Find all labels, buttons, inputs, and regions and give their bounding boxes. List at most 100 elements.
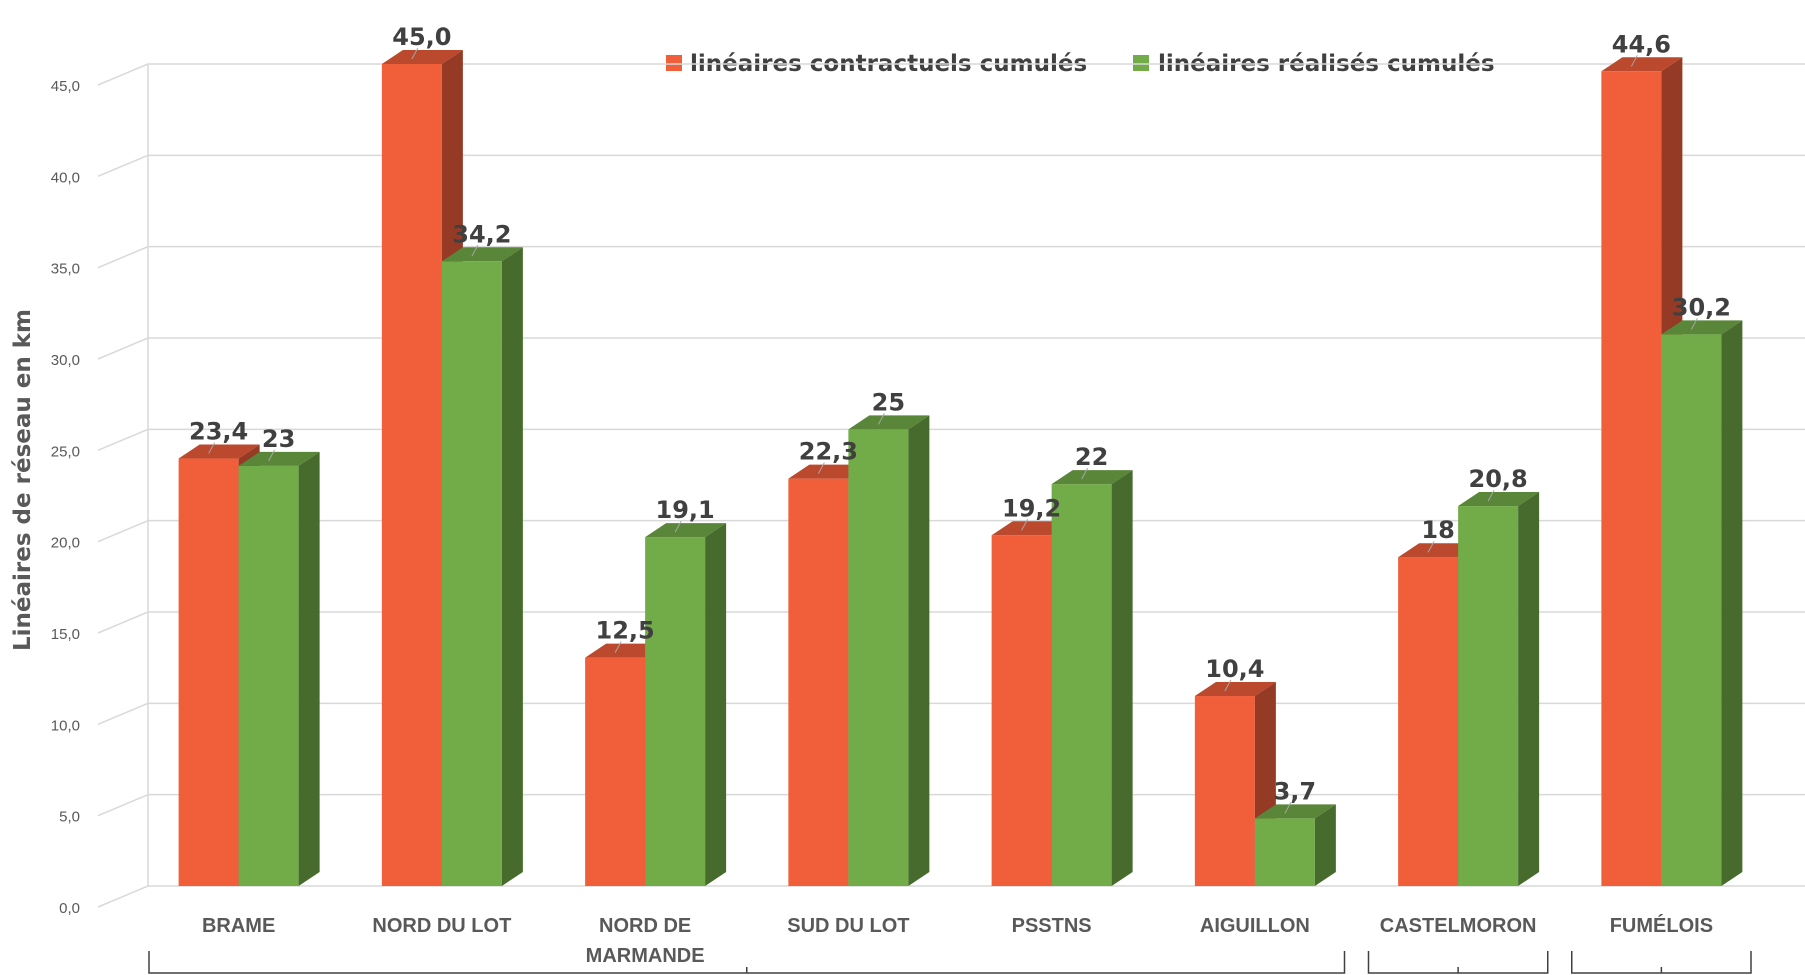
bar-side <box>501 247 523 886</box>
y-tick-label: 45,0 <box>51 78 80 95</box>
gridline-diagonal <box>97 154 149 178</box>
gridline-diagonal <box>97 245 149 269</box>
gridline-diagonal <box>97 885 149 908</box>
data-label-leader <box>1021 519 1029 531</box>
data-label: 22,3 <box>799 438 858 466</box>
bar-front <box>1661 334 1722 886</box>
bar-front <box>1051 484 1112 886</box>
bar <box>441 247 523 886</box>
bar-front <box>645 537 706 886</box>
data-label: 19,2 <box>1002 494 1061 522</box>
data-label-leader <box>1630 55 1638 67</box>
x-category-label: SUD DU LOT <box>787 915 909 937</box>
data-label-leader <box>1224 679 1232 692</box>
gridline-diagonal <box>97 337 149 360</box>
bar-top <box>1661 320 1743 335</box>
data-label: 30,2 <box>1672 293 1731 321</box>
x-category-label: NORD DU LOT <box>372 915 511 937</box>
data-label: 34,2 <box>452 220 511 248</box>
bar-front <box>178 458 239 886</box>
y-tick-label: 35,0 <box>51 261 80 278</box>
x-category-label: PSSTNS <box>1012 915 1092 937</box>
data-label: 45,0 <box>392 23 451 51</box>
bar-top <box>1051 470 1133 485</box>
legend-swatch-contractuels <box>666 55 682 71</box>
y-tick-label: 10,0 <box>51 717 80 734</box>
x-category-label: BRAME <box>202 915 275 937</box>
y-tick-label: 25,0 <box>51 443 80 460</box>
x-category-label: AIGUILLON <box>1200 915 1310 937</box>
bar-front <box>1194 696 1255 886</box>
bar <box>645 523 727 886</box>
data-label: 23,4 <box>189 418 248 446</box>
bar <box>238 451 320 886</box>
bar-front <box>991 535 1052 886</box>
x-category-label: MARMANDE <box>586 945 705 967</box>
bar-front <box>788 478 849 886</box>
y-tick-label: 20,0 <box>51 535 80 552</box>
bar-side <box>705 523 727 886</box>
bar <box>848 415 930 886</box>
bar-side <box>1314 804 1336 886</box>
data-label-leader <box>1081 467 1089 480</box>
gridline-diagonal <box>97 63 149 86</box>
bar-front <box>441 261 502 886</box>
bar <box>1051 470 1133 886</box>
data-label-leader <box>1487 489 1495 502</box>
bar <box>1254 804 1336 886</box>
bar-front <box>1601 71 1662 887</box>
data-label-leader <box>208 442 216 454</box>
data-label: 23 <box>262 425 295 453</box>
data-label-leader <box>471 245 479 257</box>
data-label: 22 <box>1075 443 1108 471</box>
data-label-leader <box>268 449 276 462</box>
bar-side <box>298 451 320 886</box>
data-label-leader <box>614 641 622 653</box>
data-label: 25 <box>872 388 905 416</box>
bar-front <box>381 64 442 886</box>
bar <box>1458 492 1540 886</box>
data-label: 20,8 <box>1469 465 1528 493</box>
y-tick-label: 30,0 <box>51 352 80 369</box>
gridline-diagonal <box>97 428 149 452</box>
data-label-leader <box>1284 802 1292 814</box>
bar-top <box>238 451 320 466</box>
y-tick-label: 5,0 <box>59 809 80 826</box>
bar-top <box>441 247 523 262</box>
bar <box>1661 320 1743 886</box>
bar-side <box>1721 320 1743 886</box>
x-category-label: CASTELMORON <box>1380 915 1537 937</box>
bar-top <box>645 523 727 538</box>
bar-top <box>848 415 930 430</box>
bar-side <box>908 415 930 886</box>
data-label-leader <box>817 462 825 474</box>
gridline-diagonal <box>97 611 149 634</box>
data-label: 19,1 <box>656 496 715 524</box>
data-label-leader <box>877 413 885 425</box>
bar-top <box>1601 57 1683 72</box>
y-tick-label: 15,0 <box>51 626 80 643</box>
bar-side <box>1518 492 1540 886</box>
bar-top <box>1194 682 1276 697</box>
bar-top <box>1458 492 1540 507</box>
bar-front <box>238 465 299 886</box>
bar-front <box>1458 506 1519 886</box>
bar-top <box>1254 804 1336 819</box>
x-category-label: FUMÉLOIS <box>1610 914 1713 937</box>
bar-front <box>848 429 909 886</box>
bar-front <box>1254 818 1315 886</box>
bar-front <box>585 657 646 886</box>
y-tick-label: 0,0 <box>59 900 80 917</box>
data-label-leader <box>1690 318 1698 330</box>
y-axis-label: Linéaires de réseau en km <box>10 309 36 651</box>
gridline-diagonal <box>97 702 149 726</box>
data-label: 18 <box>1421 516 1454 544</box>
data-label-leader <box>1427 540 1435 553</box>
data-label: 12,5 <box>596 617 655 645</box>
x-category-label: NORD DE <box>599 915 691 937</box>
bar-front <box>1398 557 1459 886</box>
data-label-leader <box>674 520 682 533</box>
bar-top <box>178 444 260 459</box>
bar-top <box>381 50 463 64</box>
